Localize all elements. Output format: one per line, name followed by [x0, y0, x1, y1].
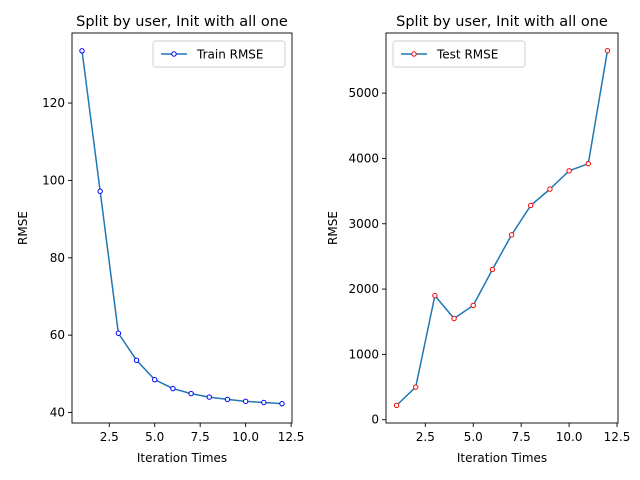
test-chart-title: Split by user, Init with all one [396, 14, 608, 30]
test-x-tick-label: 7.5 [512, 430, 531, 444]
train-y-tick-label: 60 [50, 328, 65, 342]
train-y-tick-label: 100 [42, 173, 65, 187]
train-y-tick-label: 80 [50, 251, 65, 265]
train-legend: Train RMSE [152, 40, 286, 68]
test-data-point [451, 315, 457, 322]
train-data-point [79, 48, 85, 54]
train-legend-label: Train RMSE [196, 48, 264, 62]
train-series-line [81, 50, 283, 405]
train-plot-frame [71, 32, 293, 424]
train-x-tick-label: 10.0 [232, 430, 259, 444]
test-data-point [528, 202, 534, 209]
test-y-tick-label: 0 [371, 413, 379, 427]
test-data-point [585, 160, 591, 167]
test-x-tick-label: 12.5 [604, 430, 631, 444]
test-y-axis-label: RMSE [326, 211, 340, 245]
test-x-axis-label: Iteration Times [457, 451, 547, 465]
test-legend: Test RMSE [392, 40, 526, 68]
test-y-tick-label: 2000 [348, 282, 379, 296]
train-data-point [97, 188, 103, 194]
test-y-tick-label: 5000 [348, 86, 379, 100]
test-y-tick-label: 3000 [348, 217, 379, 231]
train-data-point [206, 394, 212, 400]
test-x-tick-label: 10.0 [556, 430, 583, 444]
test-y-tick-label: 1000 [348, 347, 379, 361]
test-data-point [547, 186, 553, 192]
train-y-tick-label: 40 [50, 406, 65, 420]
train-x-tick-label: 2.5 [100, 430, 119, 444]
test-data-point [604, 47, 611, 54]
train-data-point [279, 400, 285, 407]
test-data-point [470, 302, 476, 309]
train-data-point [188, 390, 194, 397]
test-y-tick-label: 4000 [348, 151, 379, 165]
test-data-point [393, 402, 400, 409]
test-data-point [489, 266, 496, 273]
test-legend-label: Test RMSE [436, 48, 498, 62]
test-data-point [432, 292, 438, 299]
train-x-tick-label: 7.5 [191, 430, 210, 444]
test-x-tick-label: 5.0 [464, 430, 483, 444]
train-x-tick-label: 12.5 [278, 430, 305, 444]
test-data-point [508, 232, 515, 238]
test-subplot: Split by user, Init with all one 2.5 5.0 7.… [326, 14, 630, 465]
train-y-tick-label: 120 [42, 96, 65, 110]
test-x-tick-label: 2.5 [416, 430, 435, 444]
test-series-line [396, 50, 609, 406]
train-x-tick-label: 5.0 [145, 430, 164, 444]
train-data-point [261, 399, 267, 406]
train-data-point [242, 398, 249, 405]
train-data-point [133, 357, 140, 364]
train-data-point [170, 385, 176, 392]
train-data-point [224, 396, 231, 403]
train-data-point [115, 330, 122, 336]
test-plot-frame [385, 32, 619, 424]
train-chart-title: Split by user, Init with all one [76, 14, 288, 30]
test-legend-marker [411, 51, 417, 57]
train-y-axis-label: RMSE [16, 211, 30, 245]
test-legend-box [392, 40, 526, 68]
train-legend-box [152, 40, 286, 68]
test-data-point [413, 384, 419, 390]
train-subplot: Split by user, Init with all one 2.5 5.0 7.… [16, 14, 304, 465]
train-legend-marker [171, 51, 177, 57]
train-data-point [152, 376, 158, 383]
train-x-axis-label: Iteration Times [137, 451, 227, 465]
test-data-point [566, 168, 572, 174]
